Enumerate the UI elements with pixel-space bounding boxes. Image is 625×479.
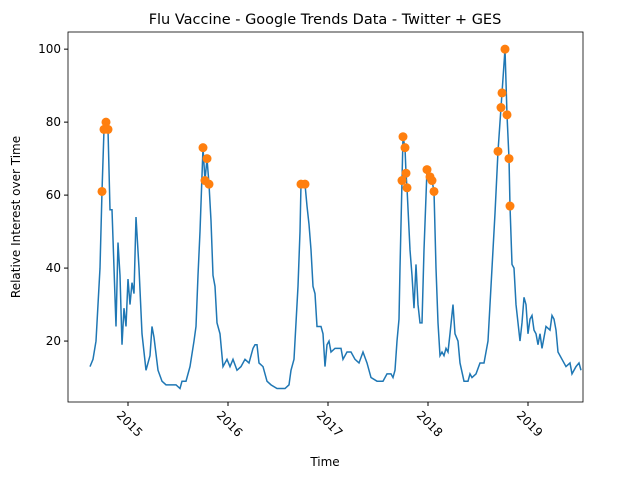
x-tick-label: 2016 [214, 408, 245, 439]
point [429, 186, 439, 196]
point [204, 179, 214, 189]
point [493, 146, 503, 156]
y-tick-label: 100 [38, 42, 61, 56]
point [97, 186, 107, 196]
y-tick-label: 40 [46, 261, 61, 275]
point [500, 44, 510, 54]
point [202, 154, 212, 164]
y-axis-label: Relative Interest over Time [9, 136, 23, 298]
point [504, 154, 514, 164]
y-tick-label: 60 [46, 188, 61, 202]
point [198, 143, 208, 153]
x-tick-label: 2018 [414, 408, 445, 439]
y-tick-label: 20 [46, 334, 61, 348]
line [89, 49, 582, 390]
x-tick-label: 2017 [314, 408, 345, 439]
plot-frame [67, 31, 584, 403]
point [497, 88, 507, 98]
point [496, 103, 506, 113]
chart-title: Flu Vaccine - Google Trends Data - Twitt… [149, 12, 502, 28]
point [397, 176, 407, 186]
point [422, 165, 432, 175]
point [103, 124, 113, 134]
point [300, 179, 310, 189]
x-tick-label: 2015 [114, 408, 145, 439]
point [505, 201, 515, 211]
x-axis-label: Time [309, 455, 339, 469]
point [398, 132, 408, 142]
point [402, 183, 412, 193]
point [101, 117, 111, 127]
x-tick-label: 2019 [514, 408, 545, 439]
y-tick-label: 80 [46, 115, 61, 129]
point [427, 176, 437, 186]
point [400, 143, 410, 153]
point [401, 168, 411, 178]
point [502, 110, 512, 120]
